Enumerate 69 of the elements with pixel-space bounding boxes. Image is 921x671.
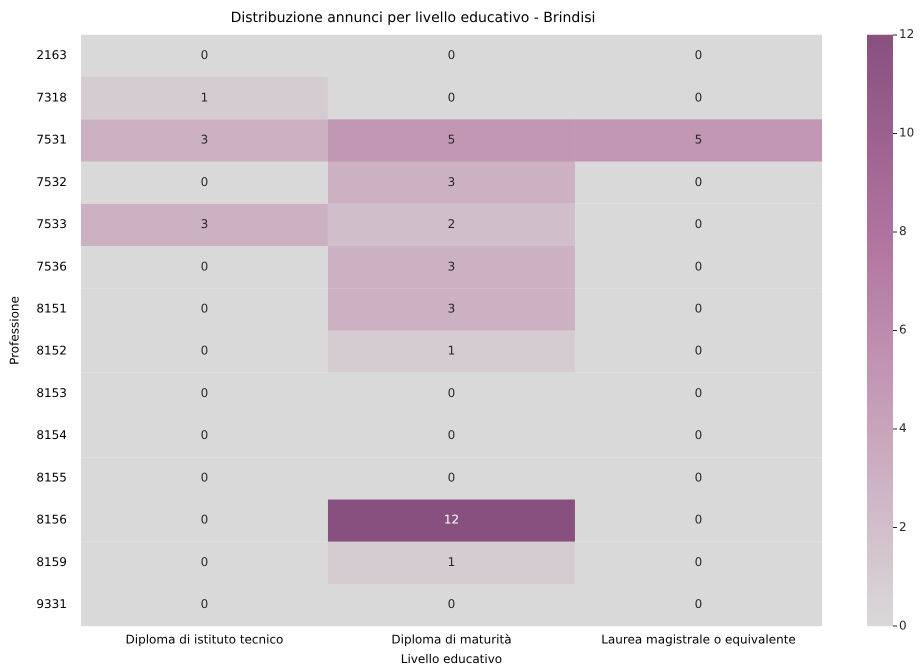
data-label: 1: [448, 554, 456, 569]
data-label: 0: [694, 302, 702, 316]
y-tick-label: 8159: [36, 554, 67, 569]
data-label: 0: [694, 48, 702, 62]
y-tick-label: 8153: [36, 386, 67, 400]
y-tick-label: 7532: [36, 174, 67, 189]
color-bar-label: 12: [899, 26, 914, 41]
data-label: 5: [694, 132, 702, 147]
color-bar-label: 4: [899, 421, 907, 436]
y-tick-label: 9331: [36, 597, 67, 612]
color-bar-label: 2: [899, 520, 907, 534]
data-label: 0: [694, 597, 702, 612]
data-label: 0: [200, 554, 208, 569]
data-label: 0: [448, 470, 456, 484]
color-bar-label: 10: [899, 125, 914, 140]
color-bar-label: 6: [899, 322, 907, 337]
x-tick-label: Laurea magistrale o equivalente: [601, 632, 796, 647]
y-tick-label: 8151: [36, 302, 67, 316]
data-label: 0: [200, 386, 208, 400]
data-label: 0: [200, 344, 208, 358]
y-tick-label: 7531: [36, 132, 67, 147]
y-tick-label: 2163: [36, 48, 67, 62]
data-label: 0: [200, 597, 208, 612]
data-label: 0: [448, 48, 456, 62]
data-label: 5: [448, 132, 456, 147]
y-tick-label: 8156: [36, 512, 67, 527]
data-label: 3: [448, 259, 456, 274]
data-label: 3: [200, 217, 208, 232]
data-label: 0: [200, 174, 208, 189]
data-label: 3: [448, 174, 456, 189]
x-axis-title: Livello educativo: [400, 652, 502, 666]
y-tick-label: 8154: [36, 428, 67, 442]
data-label: 0: [694, 386, 702, 400]
data-label: 0: [200, 48, 208, 62]
data-label: 0: [448, 597, 456, 612]
y-tick-label: 8155: [36, 470, 67, 484]
data-label: 1: [200, 90, 208, 104]
chart-title: Distribuzione annunci per livello educativo - Brindisi: [230, 10, 596, 26]
data-label: 0: [694, 217, 702, 232]
data-label: 3: [448, 302, 456, 316]
data-label: 0: [694, 512, 702, 527]
data-label: 12: [444, 512, 460, 527]
data-label: 0: [694, 90, 702, 104]
data-label: 3: [200, 132, 208, 147]
y-tick-label: 7536: [36, 259, 67, 274]
data-label: 0: [200, 428, 208, 442]
data-label: 0: [694, 428, 702, 442]
color-bar-label: 8: [899, 224, 907, 238]
data-label: 1: [448, 344, 456, 358]
data-label: 0: [200, 470, 208, 484]
data-label: 0: [694, 470, 702, 484]
y-tick-label: 7318: [36, 90, 67, 104]
y-tick-label: 7533: [36, 217, 67, 232]
data-label: 0: [448, 90, 456, 104]
x-tick-label: Diploma di maturità: [391, 632, 512, 647]
data-label: 0: [200, 302, 208, 316]
y-tick-label: 8152: [36, 344, 67, 358]
data-label: 0: [200, 259, 208, 274]
data-label: 0: [448, 386, 456, 400]
data-label: 0: [448, 428, 456, 442]
data-label: 0: [200, 512, 208, 527]
y-axis-title: Professione: [7, 296, 22, 365]
data-label: 0: [694, 259, 702, 274]
data-label: 0: [694, 174, 702, 189]
data-label: 0: [694, 344, 702, 358]
data-label: 2: [448, 217, 456, 232]
color-bar-label: 0: [899, 618, 907, 632]
data-label: 0: [694, 554, 702, 569]
x-tick-label: Diploma di istituto tecnico: [126, 632, 284, 647]
